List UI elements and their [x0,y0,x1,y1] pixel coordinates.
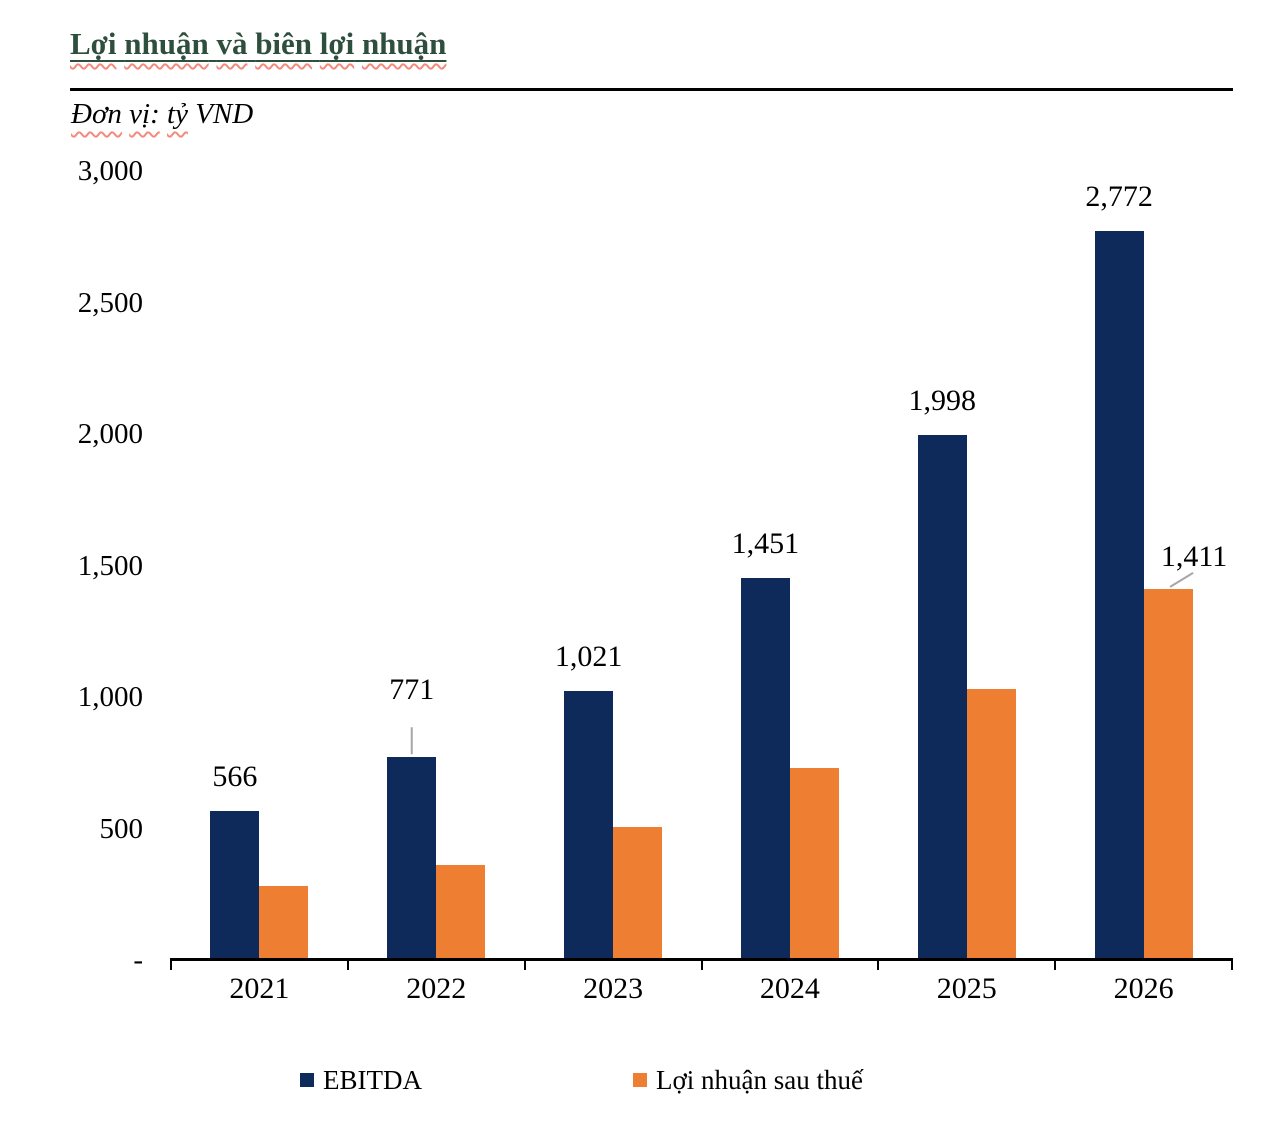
legend-label: EBITDA [323,1065,422,1095]
y-tick-label: - [133,944,143,976]
x-label-2023: 2023 [583,972,644,1005]
bar-l-i-nhu-n-sau-thu--2023 [613,827,663,960]
bar-ebitda-2023 [564,691,614,960]
x-tick [523,961,526,970]
data-label: 1,998 [908,383,977,417]
word: Lợi [70,26,117,61]
bar-ebitda-2024 [740,578,790,960]
x-tick [346,961,349,970]
x-tick [700,961,703,970]
y-tick-label: 1,000 [77,681,143,713]
data-label: 1,451 [731,527,800,561]
leader-lines [410,572,1194,755]
legend-swatch [633,1073,647,1087]
plot-area: 566 771 1,021 1,451 1,998 2,772 1,411 [171,171,1232,960]
x-label-2021: 2021 [229,972,290,1005]
bar-ebitda-2022 [387,757,437,960]
legend-item-ebitda: EBITDA [300,1064,422,1096]
x-label-2024: 2024 [759,972,820,1005]
legend-label: Lợi nhuận sau thuế [656,1065,863,1095]
x-label-2025: 2025 [936,972,997,1005]
word: tỷ [167,98,188,130]
data-label: 1,411 [1160,539,1228,573]
y-tick-label: 1,500 [77,549,143,582]
word: biên [255,26,313,61]
legend-swatch [300,1073,314,1087]
x-tick [1231,961,1233,970]
y-tick-label: 2,500 [77,286,143,319]
bar-ebitda-2021 [210,811,260,960]
legend: EBITDA Lợi nhuận sau thuế [0,1064,1264,1104]
data-label: 1,021 [554,640,623,674]
bar-ebitda-2025 [917,434,967,960]
word: VND [195,98,254,130]
data-label: 771 [389,673,435,707]
y-tick-label: 2,000 [77,418,143,450]
x-tick [170,961,172,970]
bar-l-i-nhu-n-sau-thu--2025 [966,689,1016,960]
word: vị: [129,98,160,130]
word: lợi [319,26,355,61]
word: và [216,26,248,61]
bar-l-i-nhu-n-sau-thu--2026 [1143,588,1193,960]
x-tick [877,961,880,970]
x-axis-line [170,958,1233,961]
chart-title: Lợi nhuận và biên lợi nhuận [70,26,446,62]
data-label: 2,772 [1085,179,1153,213]
data-label: 566 [212,760,258,794]
bar-ebitda-2026 [1094,230,1144,960]
bar-l-i-nhu-n-sau-thu--2021 [259,886,309,960]
x-label-2022: 2022 [406,972,467,1005]
bar-l-i-nhu-n-sau-thu--2022 [436,865,486,960]
unit-label: Đơn vị: tỷ VND [71,98,253,131]
word: nhuận [361,26,447,61]
y-tick-label: 500 [99,812,144,845]
x-tick [1054,961,1057,970]
title-rule [70,88,1233,91]
word: Đơn [71,98,122,130]
x-label-2026: 2026 [1113,972,1174,1005]
legend-item-l-i-nhu-n-sau-thu-: Lợi nhuận sau thuế [633,1064,863,1096]
word: nhuận [124,26,209,61]
bar-l-i-nhu-n-sau-thu--2024 [789,768,839,960]
y-tick-label: 3,000 [77,155,143,187]
